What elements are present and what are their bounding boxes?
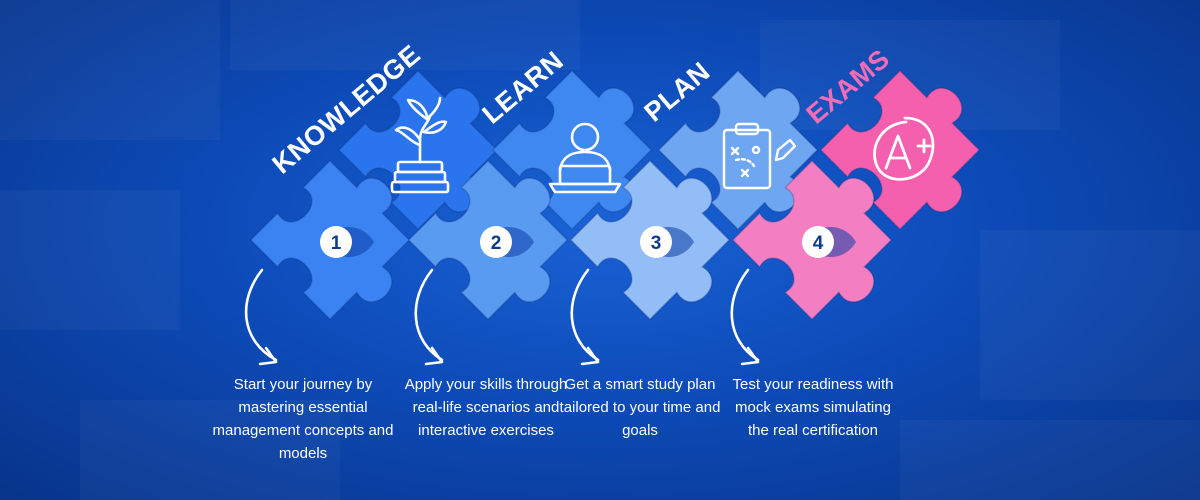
- step-2-description: Apply your skills through real-life scen…: [404, 376, 568, 439]
- arrow-4-head: [740, 346, 760, 366]
- step-3-badge: 3: [640, 226, 694, 258]
- clipboard-strategy-icon: [722, 122, 797, 190]
- step-3-description: Get a smart study plan tailored to your …: [559, 376, 721, 439]
- step-1-badge: 1: [320, 226, 374, 258]
- arrow-2: [414, 268, 444, 362]
- plant-on-books-icon: [390, 96, 450, 194]
- person-at-laptop-icon: [548, 122, 622, 194]
- arrow-1-head: [258, 346, 278, 366]
- arrow-4: [730, 268, 760, 362]
- step-1-description: Start your journey by mastering essentia…: [212, 376, 394, 462]
- step-2-badge: 2: [480, 226, 534, 258]
- step-2-number: 2: [491, 233, 502, 254]
- step-3-title: PLAN: [639, 56, 716, 128]
- step-4-description: Test your readiness with mock exams simu…: [732, 376, 894, 439]
- a-plus-grade-icon: [873, 116, 935, 181]
- arrow-2-head: [424, 346, 444, 366]
- step-4-badge: 4: [802, 226, 856, 258]
- step-3-number: 3: [651, 233, 662, 254]
- arrow-3-head: [580, 346, 600, 366]
- step-1-number: 1: [331, 233, 342, 254]
- arrow-1: [244, 268, 278, 362]
- step-4-number: 4: [813, 233, 824, 254]
- arrow-3: [570, 268, 600, 362]
